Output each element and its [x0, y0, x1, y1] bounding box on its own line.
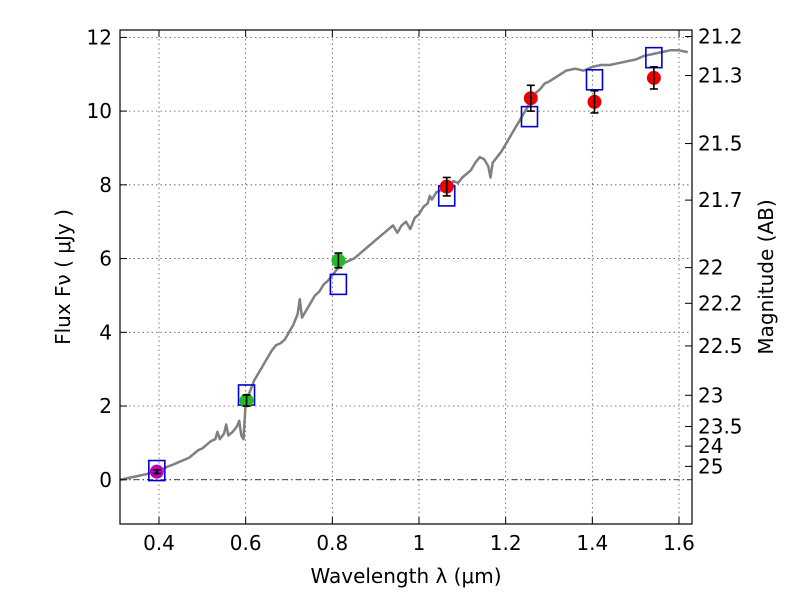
plot-frame: [119, 29, 693, 525]
y-tick-label: 12: [87, 25, 112, 49]
y-axis-label: Flux Fν ( μJy ): [51, 209, 75, 345]
x-axis-label: Wavelength λ (μm): [310, 564, 501, 588]
y-tick-label: 2: [99, 394, 112, 418]
tick-marks: [120, 30, 692, 524]
magnitude-tick-label: 21.7: [698, 188, 743, 212]
y-tick-label: 8: [99, 173, 112, 197]
magnitude-tick-label: 21.2: [698, 25, 743, 49]
x-tick-label: 0.6: [230, 531, 262, 555]
magnitude-tick-label: 22.5: [698, 334, 743, 358]
model-photometry-square: [329, 273, 348, 296]
magnitude-tick-label: 25: [698, 454, 723, 478]
magnitude-tick-label: 22: [698, 256, 723, 280]
y-tick-label: 6: [99, 247, 112, 271]
magnitude-tick-label: 21.3: [698, 64, 743, 88]
x-tick-label: 1: [413, 531, 426, 555]
magnitude-tick-label: 23.5: [698, 414, 743, 438]
model-photometry-square: [585, 68, 604, 91]
x-tick-label: 0.4: [143, 531, 175, 555]
magnitude-tick-label: 24: [698, 434, 723, 458]
y-tick-label: 4: [99, 320, 112, 344]
y-tick-label: 0: [99, 468, 112, 492]
x-tick-label: 0.8: [316, 531, 348, 555]
model-photometry-square: [148, 459, 166, 482]
magnitude-tick-label: 23: [698, 383, 723, 407]
magnitude-tick-label: 22.2: [698, 291, 743, 315]
x-tick-label: 1.4: [576, 531, 608, 555]
data-points: [148, 46, 663, 482]
magnitude-axis-label: Magnitude (AB): [754, 199, 778, 354]
magnitude-tick-label: 21.5: [698, 132, 743, 156]
x-tick-labels: 0.4 0.6 0.8 1 1.2 1.4 1.6: [143, 531, 695, 555]
x-tick-label: 1.6: [663, 531, 695, 555]
model-photometry-square: [520, 105, 539, 128]
x-tick-label: 1.2: [490, 531, 522, 555]
y-tick-labels: 0 2 4 6 8 10 12: [87, 25, 112, 491]
y-tick-label: 10: [87, 99, 112, 123]
